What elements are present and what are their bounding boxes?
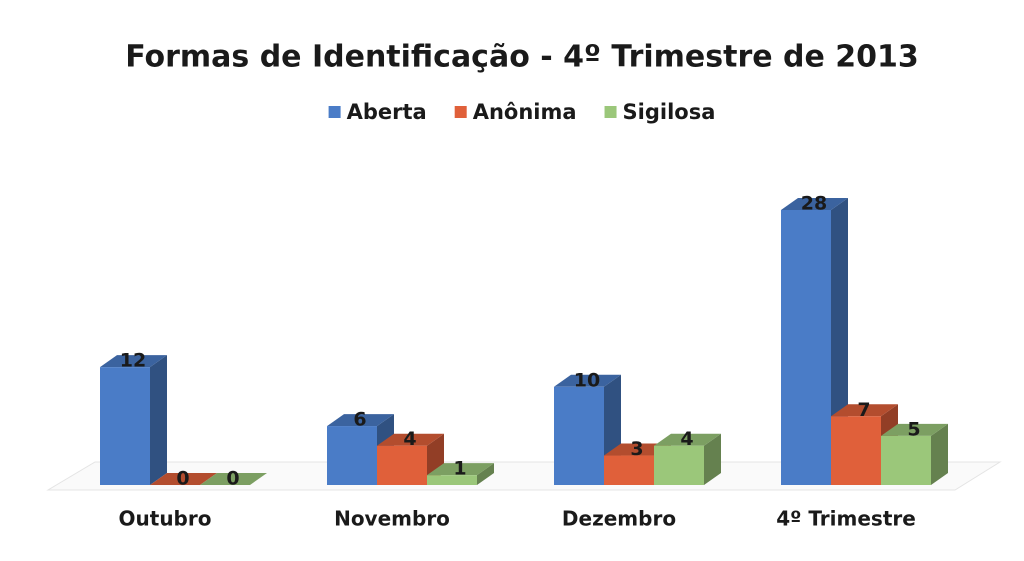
bar-top xyxy=(554,374,621,387)
bar xyxy=(654,445,704,485)
data-label: 1 xyxy=(453,458,466,480)
bar-top xyxy=(654,433,721,446)
chart-title: Formas de Identificação - 4º Trimestre d… xyxy=(125,40,919,75)
x-tick-label: 4º Trimestre xyxy=(776,507,916,531)
bar xyxy=(831,416,881,485)
bar-top xyxy=(150,473,217,485)
bar xyxy=(554,386,604,485)
x-tick-label: Dezembro xyxy=(562,507,676,531)
bar-side xyxy=(477,463,494,485)
bar xyxy=(881,435,931,485)
bar-top xyxy=(881,423,948,436)
legend-item: Sigilosa xyxy=(604,100,716,124)
bar-top xyxy=(831,404,898,417)
bar-top xyxy=(327,414,394,427)
bar xyxy=(781,210,831,485)
legend-label: Anônima xyxy=(473,100,577,124)
data-label: 3 xyxy=(630,438,643,460)
data-label: 4 xyxy=(403,428,416,450)
bar-top xyxy=(427,463,494,476)
data-label: 28 xyxy=(801,193,827,215)
legend-item: Anônima xyxy=(454,100,577,124)
legend-item: Aberta xyxy=(328,100,427,124)
legend-label: Sigilosa xyxy=(623,100,716,124)
data-label: 4 xyxy=(680,428,693,450)
legend-swatch xyxy=(604,106,617,118)
bar xyxy=(604,455,654,485)
data-label: 12 xyxy=(120,350,146,372)
data-label: 0 xyxy=(226,468,239,490)
bar-top xyxy=(200,473,267,485)
bar-side xyxy=(150,355,167,485)
bar xyxy=(427,475,477,485)
bar-top xyxy=(377,433,444,446)
data-label: 10 xyxy=(574,369,600,391)
data-label: 0 xyxy=(176,468,189,490)
data-label: 7 xyxy=(857,399,870,421)
bar-side xyxy=(704,433,721,485)
bar-top xyxy=(781,198,848,210)
legend-swatch xyxy=(454,106,467,118)
data-label: 6 xyxy=(353,409,366,431)
legend-swatch xyxy=(328,106,341,118)
bar xyxy=(100,367,150,485)
bar-top xyxy=(100,355,167,368)
x-tick-label: Novembro xyxy=(334,507,450,531)
floor xyxy=(46,461,1002,491)
data-label: 5 xyxy=(907,418,920,440)
legend-label: Aberta xyxy=(347,100,427,124)
bar-side xyxy=(931,423,948,485)
x-tick-label: Outubro xyxy=(119,507,212,531)
bar xyxy=(327,426,377,485)
bar xyxy=(377,445,427,485)
